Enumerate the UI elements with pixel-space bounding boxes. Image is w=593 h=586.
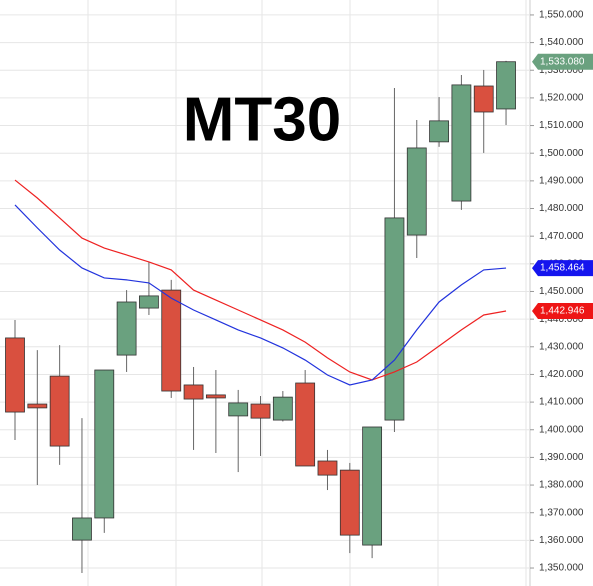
candle-body: [272, 396, 293, 421]
price-label-box: [532, 260, 593, 277]
price-label: 1,442.946: [540, 306, 585, 317]
y-tick-label: 1,370.000: [539, 507, 584, 518]
y-tick-label: 1,500.000: [539, 148, 584, 159]
y-tick-label: 1,430.000: [539, 341, 584, 352]
price-label-box: [532, 302, 593, 319]
candle-body: [94, 369, 115, 519]
candle-body: [406, 147, 427, 236]
candle-body: [473, 85, 494, 113]
candle-body: [429, 120, 449, 143]
y-tick-label: 1,400.000: [539, 424, 584, 435]
candle-body: [362, 426, 383, 546]
y-tick-label: 1,410.000: [539, 397, 584, 408]
moving-average-line: [14, 179, 507, 381]
candle-body: [339, 469, 360, 536]
candle-body: [49, 375, 70, 447]
candle-body: [5, 337, 25, 413]
candle-body: [250, 403, 271, 419]
candle-body: [228, 402, 249, 417]
y-tick-label: 1,490.000: [539, 176, 584, 187]
y-tick-label: 1,470.000: [539, 231, 584, 242]
candle-body: [384, 217, 405, 421]
moving-average-line: [14, 204, 507, 386]
candle-body: [317, 460, 338, 476]
candle-body: [295, 382, 316, 467]
candle-body: [451, 84, 472, 202]
chart-title: MT30: [183, 85, 341, 154]
y-tick-label: 1,440.000: [539, 314, 584, 325]
candle-body: [205, 394, 226, 399]
y-tick-label: 1,520.000: [539, 93, 584, 104]
candle-body: [183, 384, 204, 400]
price-label: 1,458.464: [540, 263, 585, 274]
price-label-box: [532, 53, 593, 70]
y-tick-label: 1,350.000: [539, 563, 584, 574]
candle-body: [161, 289, 182, 392]
y-tick-label: 1,380.000: [539, 480, 584, 491]
y-tick-label: 1,480.000: [539, 203, 584, 214]
y-tick-label: 1,550.000: [539, 10, 584, 21]
candle-body: [72, 517, 92, 541]
candle-body: [116, 301, 137, 356]
candle-body: [496, 61, 516, 110]
candle-body: [139, 295, 159, 309]
y-tick-label: 1,510.000: [539, 120, 584, 131]
candle-body: [27, 403, 48, 409]
y-tick-label: 1,360.000: [539, 535, 584, 546]
price-label: 1,533.080: [540, 56, 585, 67]
y-tick-label: 1,540.000: [539, 37, 584, 48]
y-tick-label: 1,530.000: [539, 65, 584, 76]
y-tick-label: 1,450.000: [539, 286, 584, 297]
y-tick-label: 1,420.000: [539, 369, 584, 380]
y-tick-label: 1,390.000: [539, 452, 584, 463]
